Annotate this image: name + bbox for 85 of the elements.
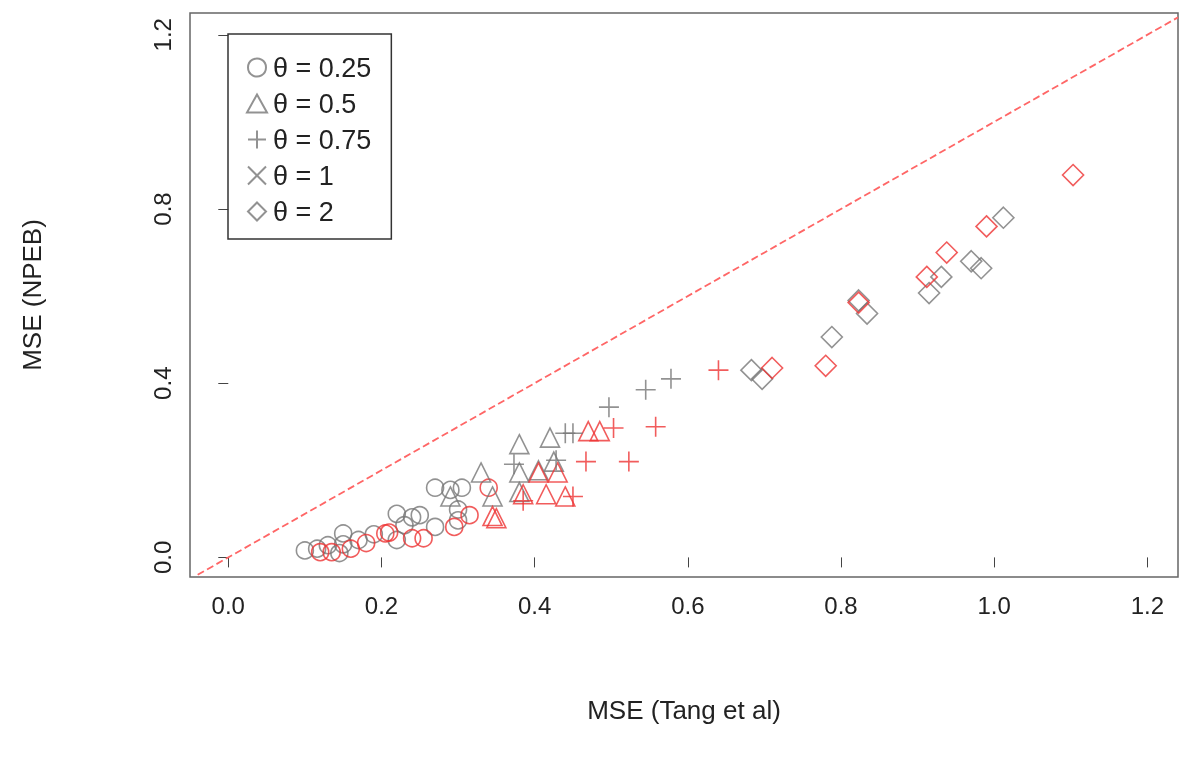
point — [387, 530, 407, 550]
point — [356, 533, 376, 553]
point — [452, 478, 472, 498]
x-tick-label: 0.8 — [824, 591, 858, 619]
point — [310, 542, 330, 562]
point — [930, 265, 953, 289]
y-tick-label: 0.8 — [148, 192, 176, 226]
x-axis-title: MSE (Tang et al) — [587, 695, 781, 725]
legend-label: θ = 0.25 — [273, 52, 372, 83]
point — [512, 489, 534, 512]
point — [479, 478, 498, 498]
point — [577, 420, 599, 442]
point — [1061, 163, 1085, 187]
point — [562, 485, 584, 508]
point — [402, 508, 422, 527]
point — [740, 358, 763, 382]
legend-label: θ = 0.5 — [273, 88, 357, 119]
point — [535, 483, 557, 505]
x-tick-label: 1.2 — [1130, 591, 1165, 619]
point — [855, 302, 879, 325]
x-tick-label: 0.4 — [517, 591, 552, 619]
point — [634, 378, 657, 401]
point — [618, 450, 640, 473]
point — [410, 505, 430, 525]
point — [448, 511, 468, 530]
point — [307, 539, 327, 558]
point — [322, 542, 341, 562]
point — [509, 433, 530, 455]
point — [820, 325, 844, 349]
point — [562, 422, 584, 445]
point — [915, 265, 939, 289]
point — [341, 539, 361, 558]
x-tick-label: 0.2 — [364, 591, 399, 619]
point — [441, 480, 460, 500]
point — [448, 500, 468, 519]
legend-label: θ = 1 — [273, 160, 334, 191]
point — [602, 417, 625, 439]
legend-label: θ = 0.75 — [273, 124, 372, 155]
point — [935, 241, 958, 264]
point — [444, 517, 464, 537]
point — [644, 415, 667, 438]
point — [554, 486, 576, 507]
point — [539, 427, 561, 448]
point — [295, 541, 315, 560]
point — [395, 515, 414, 535]
point — [814, 354, 837, 378]
point — [575, 450, 597, 473]
point — [917, 281, 941, 305]
point — [482, 486, 503, 507]
point — [379, 523, 399, 542]
point — [707, 359, 730, 381]
point — [660, 368, 682, 390]
x-tick-label: 1.0 — [977, 591, 1011, 619]
point — [376, 524, 395, 543]
y-tick-label: 1.2 — [148, 18, 176, 52]
point — [760, 356, 784, 380]
point — [992, 206, 1015, 229]
point — [969, 256, 993, 280]
point — [509, 462, 530, 483]
legend-label: θ = 2 — [273, 196, 334, 227]
point — [547, 462, 568, 483]
point — [440, 486, 461, 507]
point — [425, 517, 445, 537]
point — [414, 528, 433, 548]
x-tick-label: 0.6 — [671, 591, 705, 619]
point — [333, 535, 353, 554]
point — [425, 478, 445, 498]
point — [589, 420, 611, 442]
point — [460, 505, 479, 525]
point — [349, 530, 368, 550]
point — [330, 543, 349, 563]
point — [318, 535, 338, 555]
point — [598, 396, 620, 418]
point — [402, 528, 422, 548]
y-tick-label: 0.0 — [148, 540, 176, 575]
y-tick-label: 0.4 — [148, 366, 176, 400]
point — [470, 462, 492, 483]
point — [975, 215, 998, 238]
y-axis-title: MSE (NPEB) — [17, 219, 47, 371]
x-tick-label: 0.0 — [211, 591, 245, 619]
point — [959, 249, 983, 273]
point — [364, 525, 384, 544]
point — [387, 504, 407, 524]
point — [333, 524, 353, 543]
point — [503, 453, 525, 475]
